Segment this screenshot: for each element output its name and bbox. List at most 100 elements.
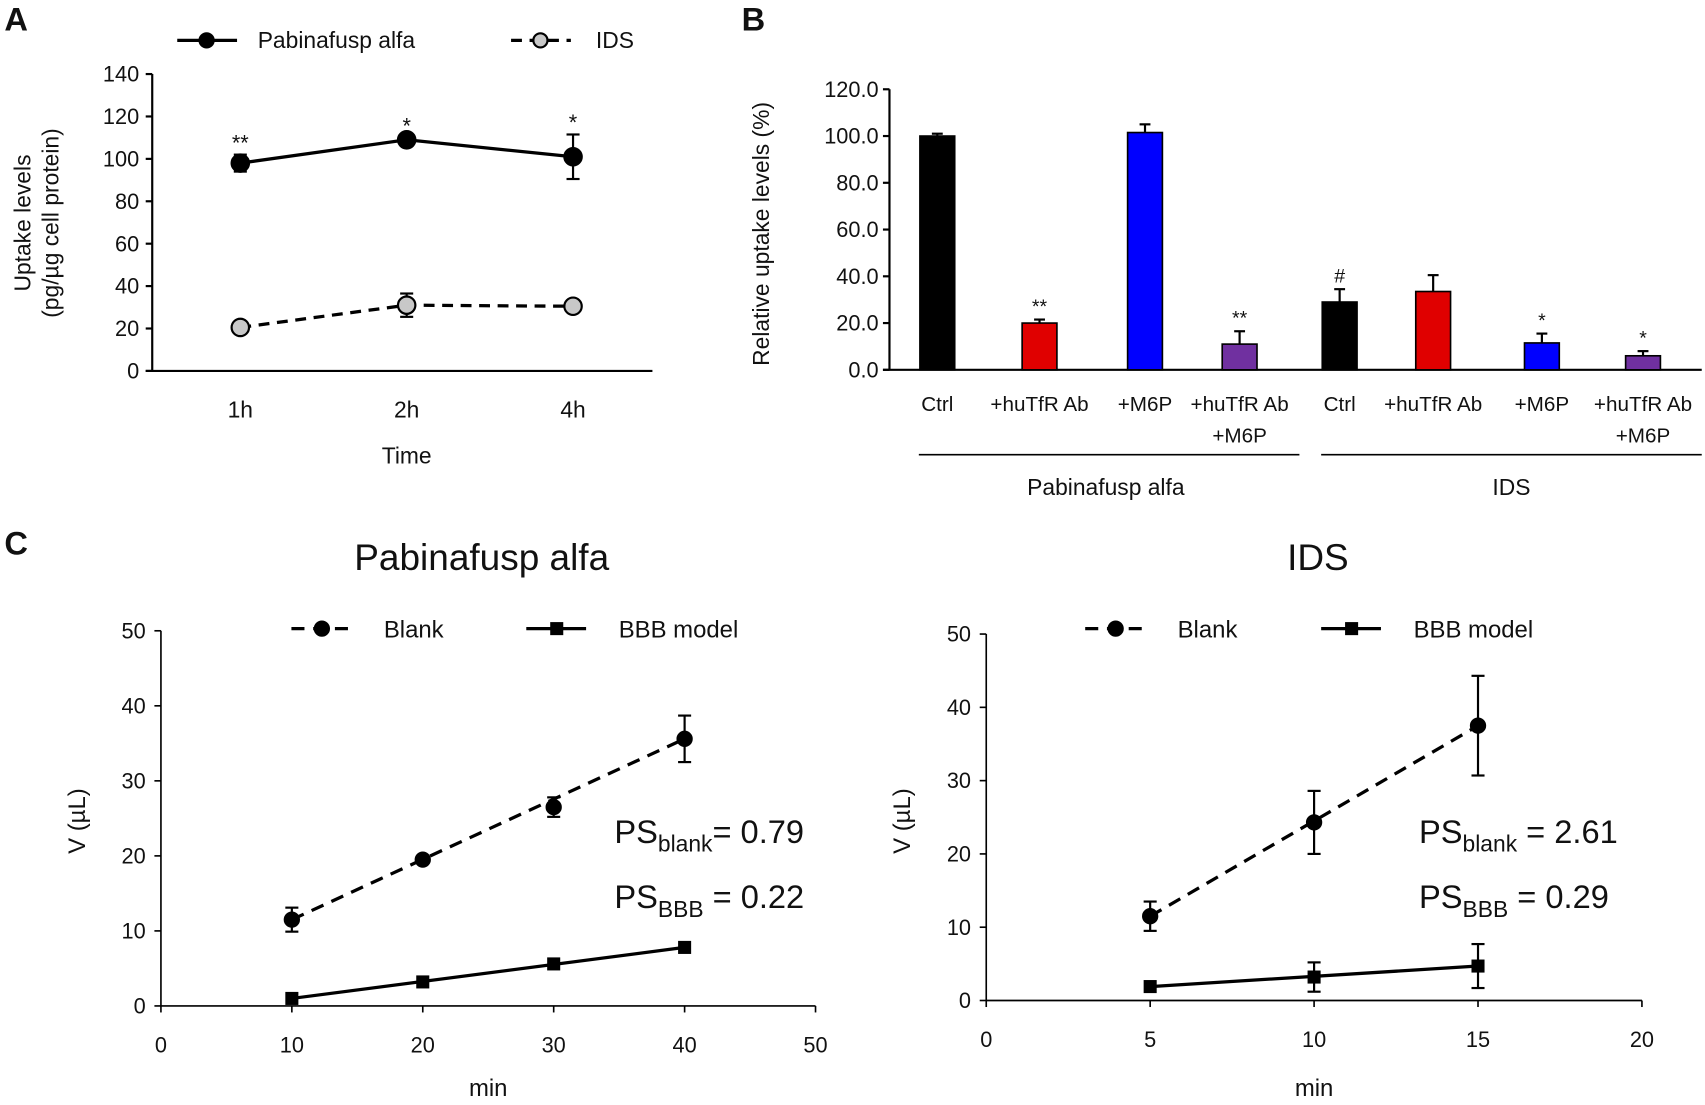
x-tick-label: 40 xyxy=(673,1033,697,1058)
legend-label: Blank xyxy=(384,616,444,643)
chart-title: IDS xyxy=(1287,537,1349,578)
y-tick-label: 20.0 xyxy=(836,311,878,336)
data-point xyxy=(563,146,583,167)
y-tick-label: 0 xyxy=(127,359,139,384)
data-point xyxy=(678,940,692,954)
bar xyxy=(1221,343,1258,371)
ps-annotation-part: BBB xyxy=(658,896,704,922)
ps-annotation-part: PS xyxy=(614,878,658,915)
bar xyxy=(1321,301,1358,371)
data-point xyxy=(414,851,431,868)
y-tick-label: 0 xyxy=(134,994,146,1019)
x-tick-label: +M6P xyxy=(1515,393,1570,416)
legend-marker xyxy=(1107,620,1124,637)
ps-annotation-part: BBB xyxy=(1463,896,1509,922)
data-point xyxy=(1469,717,1487,734)
data-point xyxy=(1471,959,1485,973)
x-axis-label: min xyxy=(1295,1075,1334,1102)
x-tick-label: 20 xyxy=(411,1033,435,1058)
ps-annotation-part: PS xyxy=(1419,878,1463,915)
ps-annotation: PSBBB = 0.29 xyxy=(1419,878,1609,922)
trend-line-0 xyxy=(1149,724,1479,918)
y-tick-label: 80.0 xyxy=(836,170,878,195)
data-point xyxy=(230,317,251,338)
y-tick-label: 10 xyxy=(122,919,146,944)
data-point xyxy=(563,296,583,317)
ps-annotation: PSblank = 2.61 xyxy=(1419,813,1618,857)
x-tick-label: +M6P xyxy=(1212,425,1267,448)
legend-label: Blank xyxy=(1178,616,1238,643)
data-point xyxy=(547,957,561,971)
y-axis-label: Uptake levels xyxy=(9,155,35,292)
bar xyxy=(1414,290,1452,371)
significance-label: ** xyxy=(1032,296,1048,318)
x-tick-label: +huTfR Ab xyxy=(1384,393,1482,416)
legend-label: IDS xyxy=(596,27,634,53)
y-tick-label: 100 xyxy=(103,146,139,171)
legend-label: BBB model xyxy=(619,616,739,643)
data-point xyxy=(1305,814,1323,831)
significance-label: * xyxy=(1639,328,1647,350)
y-axis-label: (pg/µg cell protein) xyxy=(38,128,64,318)
panel-c-left-chart: Pabinafusp alfa 0 10 20 30 40 50 0 10 20 30 40 50 min… xyxy=(64,537,828,1102)
y-tick-label: 40 xyxy=(122,693,146,718)
data-point xyxy=(545,798,562,816)
trend-line-1 xyxy=(291,945,685,1001)
data-point xyxy=(396,130,417,150)
panel-a-chart: 0 20 40 60 80 100 120 140 1h 2h 4h Time Uptake level… xyxy=(9,27,653,468)
x-tick-label: 4h xyxy=(560,397,585,423)
y-tick-label: 10 xyxy=(947,915,971,940)
significance-label: * xyxy=(1538,310,1546,332)
x-tick-label: 30 xyxy=(542,1033,566,1058)
legend-marker xyxy=(198,32,215,49)
ps-annotation: PSblank= 0.79 xyxy=(614,813,804,857)
y-tick-label: 20 xyxy=(947,842,971,867)
group-label: IDS xyxy=(1492,474,1530,500)
significance-label: # xyxy=(1334,266,1345,288)
y-axis-label: V (µL) xyxy=(64,788,91,854)
y-tick-label: 80 xyxy=(115,189,139,214)
legend-marker xyxy=(532,32,549,49)
x-tick-label: +huTfR Ab xyxy=(1594,393,1692,416)
x-axis-label: Time xyxy=(382,442,432,468)
x-tick-label: +huTfR Ab xyxy=(990,393,1088,416)
ps-annotation-part: blank xyxy=(1463,831,1518,857)
data-point xyxy=(230,153,251,173)
ps-annotation: PSBBB = 0.22 xyxy=(614,878,804,922)
panel-c-right-chart: IDS 0 10 20 30 40 50 0 5 10 15 20 min V (µL) Blank BBB … xyxy=(889,537,1654,1102)
data-point xyxy=(1307,970,1321,984)
y-tick-label: 40 xyxy=(947,695,971,720)
y-tick-label: 40 xyxy=(115,274,139,299)
group-label: Pabinafusp alfa xyxy=(1027,474,1185,500)
significance-label: ** xyxy=(1232,308,1248,330)
y-tick-label: 60.0 xyxy=(836,217,878,242)
ps-annotation-part: = 0.29 xyxy=(1508,878,1609,915)
bar xyxy=(1624,354,1662,371)
chart-title: Pabinafusp alfa xyxy=(354,537,609,578)
significance-label: * xyxy=(402,113,411,138)
y-tick-label: 20 xyxy=(122,843,146,868)
panel-letter-a: A xyxy=(4,1,28,38)
y-tick-label: 50 xyxy=(947,622,971,647)
y-tick-label: 30 xyxy=(122,768,146,793)
x-tick-label: Ctrl xyxy=(1324,393,1356,416)
legend-marker xyxy=(1345,622,1359,636)
ps-annotation-part: = 2.61 xyxy=(1517,813,1618,850)
y-axis-label: V (µL) xyxy=(889,788,916,854)
bar xyxy=(1021,322,1058,371)
x-tick-label: +huTfR Ab xyxy=(1191,393,1289,416)
bar xyxy=(1523,342,1561,371)
x-tick-label: 10 xyxy=(280,1033,304,1058)
panel-b-chart: 0.0 20.0 40.0 60.0 80.0 100.0 120.0 Relative up… xyxy=(748,77,1702,500)
y-tick-label: 0 xyxy=(959,988,971,1013)
data-point xyxy=(1142,908,1159,925)
ps-annotation-part: PS xyxy=(1419,813,1463,850)
y-tick-label: 60 xyxy=(115,231,139,256)
y-tick-label: 100.0 xyxy=(824,124,878,149)
y-tick-label: 30 xyxy=(947,768,971,793)
y-tick-label: 140 xyxy=(103,62,139,87)
x-tick-label: 20 xyxy=(1630,1027,1654,1052)
x-tick-label: 1h xyxy=(228,397,253,423)
data-point xyxy=(416,975,430,989)
legend-marker xyxy=(550,622,564,636)
